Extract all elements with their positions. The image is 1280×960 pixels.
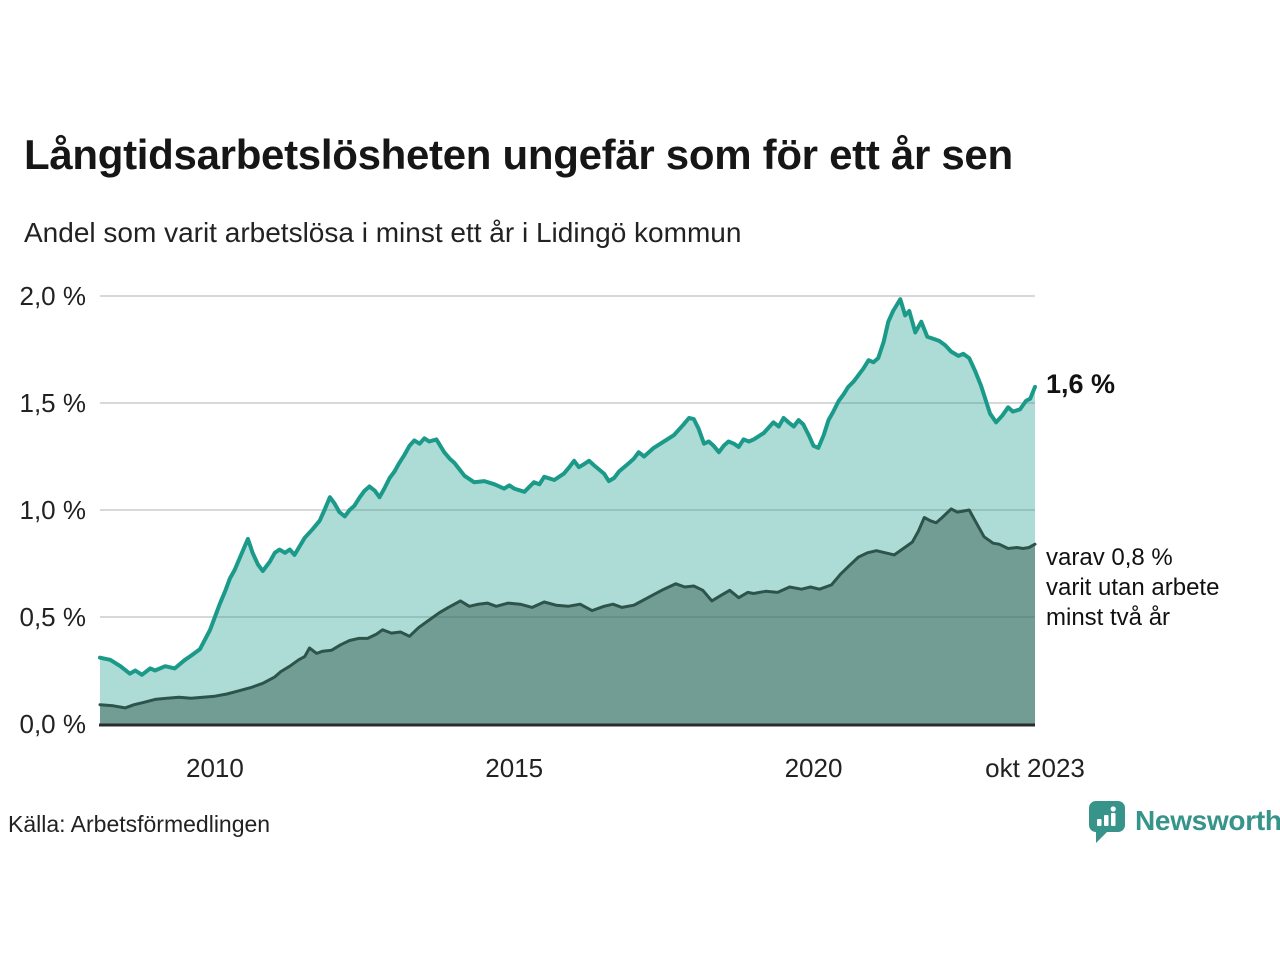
svg-text:0,5 %: 0,5 %	[20, 602, 87, 632]
page-subtitle: Andel som varit arbetslösa i minst ett å…	[24, 217, 742, 248]
secondary-series-label-line3: minst två år	[1046, 604, 1171, 631]
unemployment-area-chart: 0,0 % 0,5 % 1,0 % 1,5 % 2,0 % 2010 2015 2020 okt…	[20, 281, 1085, 783]
svg-text:okt 2023: okt 2023	[985, 753, 1085, 783]
svg-text:1,0 %: 1,0 %	[20, 495, 87, 525]
newsworthy-branding: Newsworthy	[1088, 800, 1280, 849]
svg-text:0,0 %: 0,0 %	[20, 709, 87, 739]
secondary-series-label-line2: varit utan arbete	[1046, 574, 1220, 601]
secondary-series-label: varav 0,8 % varit utan arbete minst två …	[1046, 543, 1219, 633]
latest-value-label: 1,6 %	[1046, 369, 1116, 399]
svg-text:1,5 %: 1,5 %	[20, 388, 87, 418]
source-caption: Källa: Arbetsförmedlingen	[8, 811, 271, 837]
svg-text:2015: 2015	[485, 753, 543, 783]
page-title: Långtidsarbetslösheten ungefär som för e…	[24, 131, 1013, 178]
svg-text:2020: 2020	[785, 753, 843, 783]
newsworthy-wordmark: Newsworthy	[1135, 805, 1280, 836]
svg-text:2010: 2010	[186, 753, 244, 783]
newsworthy-logo-icon	[1088, 800, 1126, 849]
svg-text:2,0 %: 2,0 %	[20, 281, 87, 311]
secondary-series-label-line1: varav 0,8 %	[1046, 544, 1173, 571]
